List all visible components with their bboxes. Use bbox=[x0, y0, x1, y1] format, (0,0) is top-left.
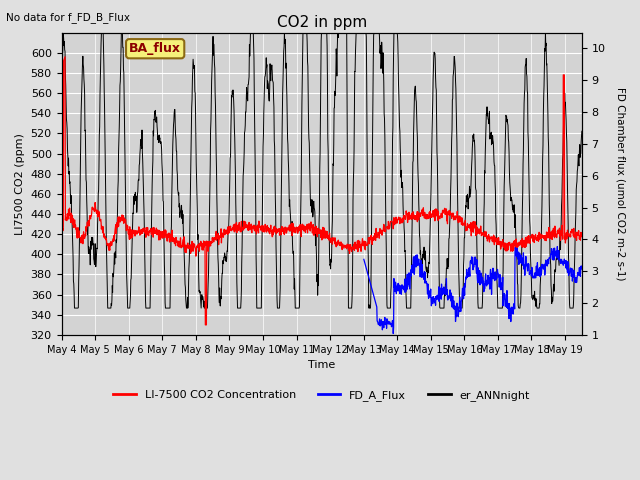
Text: BA_flux: BA_flux bbox=[129, 42, 181, 55]
Title: CO2 in ppm: CO2 in ppm bbox=[276, 15, 367, 30]
X-axis label: Time: Time bbox=[308, 360, 335, 370]
Y-axis label: LI7500 CO2 (ppm): LI7500 CO2 (ppm) bbox=[15, 133, 25, 235]
Y-axis label: FD Chamber flux (umol CO2 m-2 s-1): FD Chamber flux (umol CO2 m-2 s-1) bbox=[615, 87, 625, 280]
Legend: LI-7500 CO2 Concentration, FD_A_Flux, er_ANNnight: LI-7500 CO2 Concentration, FD_A_Flux, er… bbox=[109, 385, 534, 405]
Text: No data for f_FD_B_Flux: No data for f_FD_B_Flux bbox=[6, 12, 131, 23]
